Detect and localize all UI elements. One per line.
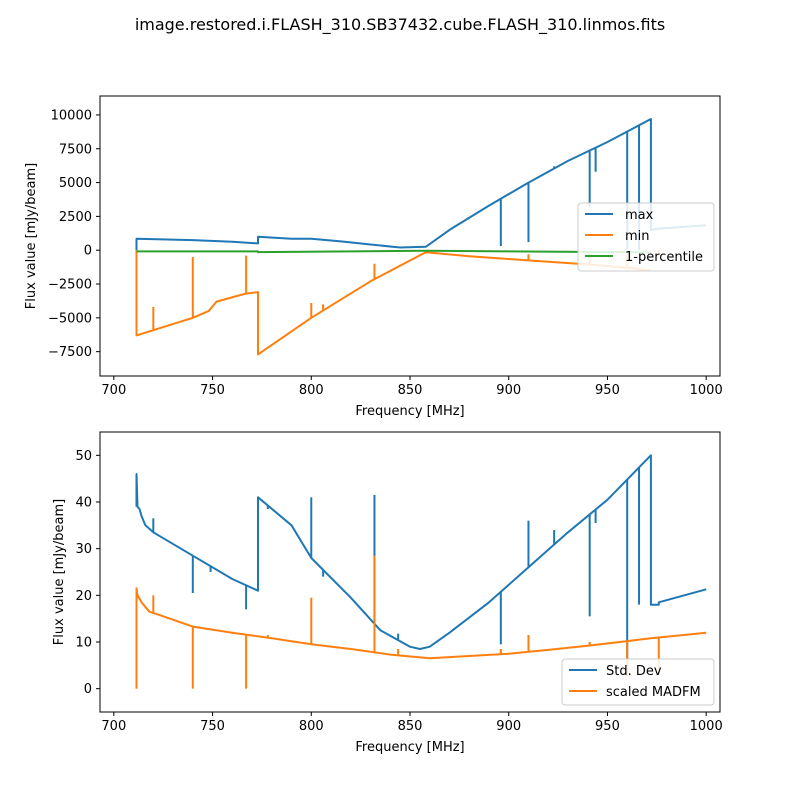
series-line-std-dev [135, 454, 707, 650]
bottom-x-tick-label: 950 [595, 719, 620, 734]
top-y-axis-label: Flux value [mJy/beam] [24, 163, 39, 309]
top-y-tick-label: 5000 [59, 176, 92, 191]
bottom-x-tick-label: 900 [496, 719, 521, 734]
bottom-y-tick-label: 20 [75, 589, 92, 604]
bottom-y-tick-label: 50 [75, 449, 92, 464]
bottom-panel: 700 750 800 850 900 950 1000 0 10 20 30 40 50 Freque… [52, 431, 723, 755]
bottom-y-tick-label: 40 [75, 496, 92, 511]
legend-label-scaled-madfm: scaled MADFM [606, 685, 701, 700]
bottom-y-tick-label: 30 [75, 542, 92, 557]
top-y-tick-label: −2500 [48, 278, 92, 293]
top-y-tick-label: −5000 [48, 311, 92, 326]
top-x-tick-label: 900 [496, 383, 521, 398]
top-y-tick-label: 10000 [51, 108, 92, 123]
bottom-x-tick-label: 850 [398, 719, 423, 734]
figure-title: image.restored.i.FLASH_310.SB37432.cube.… [135, 15, 665, 35]
top-y-tick-label: 0 [84, 244, 92, 259]
bottom-x-tick-label: 750 [200, 719, 225, 734]
bottom-x-tick-label: 700 [101, 719, 126, 734]
top-legend-box [577, 202, 715, 272]
bottom-y-axis-label: Flux value [mJy/beam] [52, 499, 67, 645]
series-line-1-percentile [136, 249, 651, 254]
series-line-scaled-madfm [135, 587, 707, 689]
legend-label-std-dev: Std. Dev [606, 664, 662, 679]
legend-label-min: min [625, 229, 650, 244]
bottom-legend-box [561, 658, 715, 706]
series-line-max [135, 118, 707, 251]
top-x-tick-label: 700 [101, 383, 126, 398]
bottom-x-tick-label: 1000 [690, 719, 723, 734]
top-y-tick-label: −7500 [48, 345, 92, 360]
bottom-ticks: 700 750 800 850 900 950 1000 0 10 20 30 40 50 [75, 449, 722, 734]
series-line-min [135, 250, 652, 356]
legend-label-max: max [625, 208, 654, 223]
bottom-legend: Std. Dev scaled MADFM [561, 658, 715, 706]
bottom-x-axis-label: Frequency [MHz] [355, 740, 464, 755]
top-ticks: 700 750 800 850 900 950 1000 −7500 −5000 −2500 0 25… [48, 108, 723, 398]
top-x-tick-label: 850 [398, 383, 423, 398]
top-legend: max min 1-percentile [577, 202, 715, 272]
bottom-y-tick-label: 10 [75, 636, 92, 651]
top-plot-area [135, 118, 707, 356]
top-x-axis-label: Frequency [MHz] [355, 404, 464, 419]
top-x-tick-label: 750 [200, 383, 225, 398]
legend-label-1-percentile: 1-percentile [625, 250, 703, 265]
top-x-tick-label: 1000 [690, 383, 723, 398]
top-panel: 700 750 800 850 900 950 1000 −7500 −5000 −2500 0 25… [24, 95, 723, 419]
bottom-y-tick-label: 0 [84, 682, 92, 697]
top-y-tick-label: 7500 [59, 142, 92, 157]
top-y-tick-label: 2500 [59, 210, 92, 225]
top-x-tick-label: 950 [595, 383, 620, 398]
bottom-plot-area [135, 454, 707, 689]
bottom-x-tick-label: 800 [299, 719, 324, 734]
top-x-tick-label: 800 [299, 383, 324, 398]
